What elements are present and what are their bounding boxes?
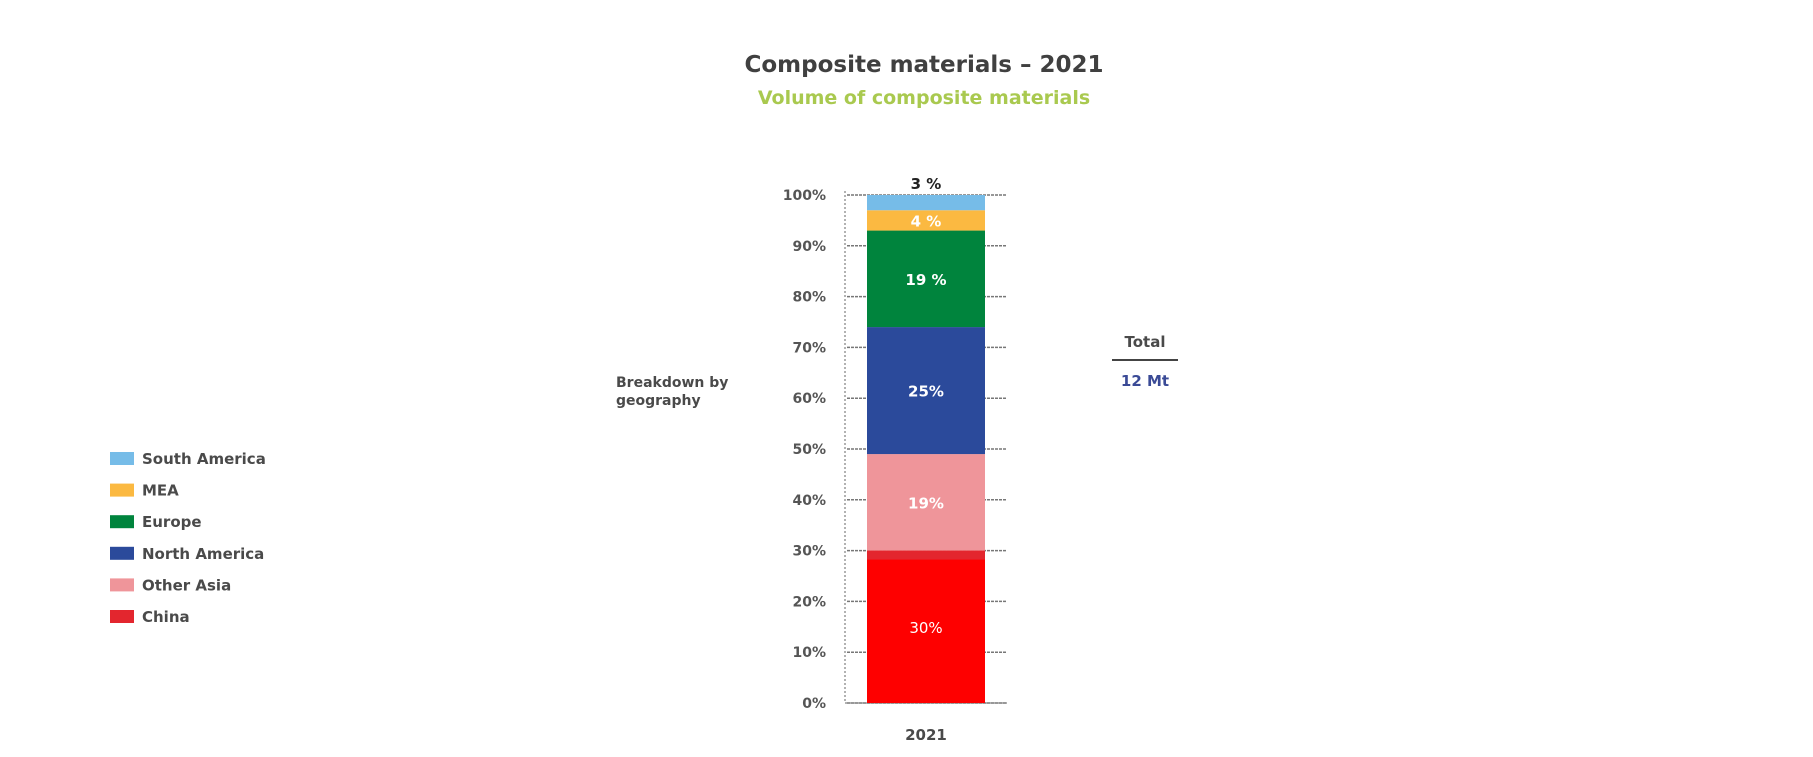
data-label: 30% — [909, 619, 942, 637]
data-label: 4 % — [911, 212, 942, 230]
bar-segment-edge — [867, 550, 985, 560]
y-axis-label: Breakdown by geography — [616, 375, 728, 409]
legend-label: South America — [142, 450, 266, 468]
bar-segment-other-asia — [867, 454, 985, 551]
bar-segment-mea — [867, 210, 985, 231]
bar-segment-europe — [867, 230, 985, 328]
legend-label: Europe — [142, 513, 202, 531]
y-tick-label: 60% — [792, 391, 826, 407]
y-tick-label: 90% — [792, 239, 826, 255]
legend-swatch — [110, 515, 134, 529]
chart-subtitle: Volume of composite materials — [758, 87, 1090, 109]
legend-swatch — [110, 483, 134, 497]
y-tick-label: 80% — [792, 290, 826, 306]
y-tick-label: 0% — [802, 696, 826, 712]
data-label: 25% — [908, 383, 944, 401]
y-tick-label: 30% — [792, 544, 826, 560]
y-tick-label: 10% — [792, 645, 826, 661]
y-tick-label: 20% — [792, 594, 826, 610]
y-tick-label: 40% — [792, 493, 826, 509]
legend-label: MEA — [142, 482, 179, 500]
y-tick-label: 70% — [792, 340, 826, 356]
legend: South America MEA Europe North America Other… — [110, 450, 266, 626]
y-tick-label: 100% — [783, 188, 826, 204]
data-label: 19 % — [905, 271, 946, 289]
chart-title: Composite materials – 2021 — [744, 52, 1103, 78]
legend-swatch — [110, 546, 134, 560]
legend-swatch — [110, 578, 134, 592]
total-value: 12 Mt — [1121, 372, 1169, 390]
bars: 30% 19% 25% 19 % 4 % 3 % — [867, 175, 985, 703]
bar-segment-china — [867, 550, 985, 703]
legend-swatch — [110, 452, 134, 465]
bar-segment-south-america — [867, 195, 985, 211]
legend-label: North America — [142, 545, 264, 563]
bar-segment-north-america — [867, 327, 985, 455]
data-label: 3 % — [911, 175, 942, 193]
total-label: Total — [1125, 333, 1166, 351]
legend-label: China — [142, 608, 190, 626]
y-tick-label: 50% — [792, 442, 826, 458]
x-tick-label: 2021 — [905, 726, 947, 744]
legend-label: Other Asia — [142, 576, 231, 594]
legend-swatch — [110, 610, 134, 623]
data-label: 19% — [908, 494, 944, 512]
